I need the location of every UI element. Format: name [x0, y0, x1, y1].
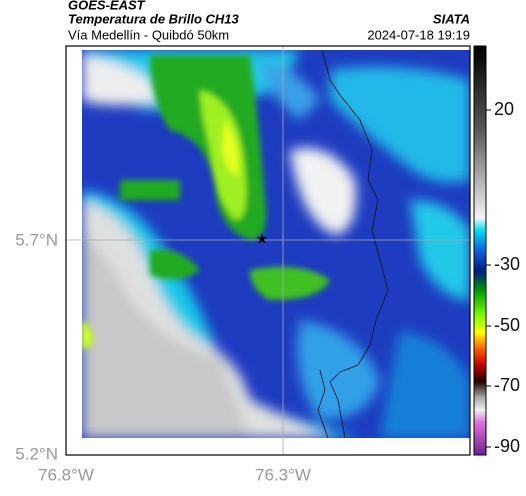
colorbar-tick-label: -70: [494, 375, 520, 395]
region-subtitle: Vía Medellín - Quibdó 50km: [68, 27, 229, 42]
colorbar-tick-label: -30: [494, 254, 520, 274]
agency-title: SIATA: [433, 11, 470, 26]
borders: [317, 49, 389, 439]
colorbar-tick-label: 20: [494, 99, 514, 119]
colorbar-ticks: 20 -30 -50 -70 -90: [486, 99, 520, 456]
colorbar-tick-label: -50: [494, 315, 520, 335]
lat-label: 5.2°N: [15, 444, 58, 463]
source-title: GOES-EAST: [68, 0, 146, 12]
colorbar: [473, 45, 487, 456]
lon-label: 76.3°W: [255, 465, 311, 484]
station-star: ★: [256, 231, 269, 247]
lon-label: 76.8°W: [38, 465, 94, 484]
datetime: 2024-07-18 19:19: [367, 27, 470, 42]
map-frame: [65, 45, 471, 456]
colorbar-tick-label: -90: [494, 436, 520, 456]
brightness-image: [82, 50, 470, 438]
product-title: Temperatura de Brillo CH13: [68, 11, 240, 26]
lat-label: 5.7°N: [15, 230, 58, 249]
